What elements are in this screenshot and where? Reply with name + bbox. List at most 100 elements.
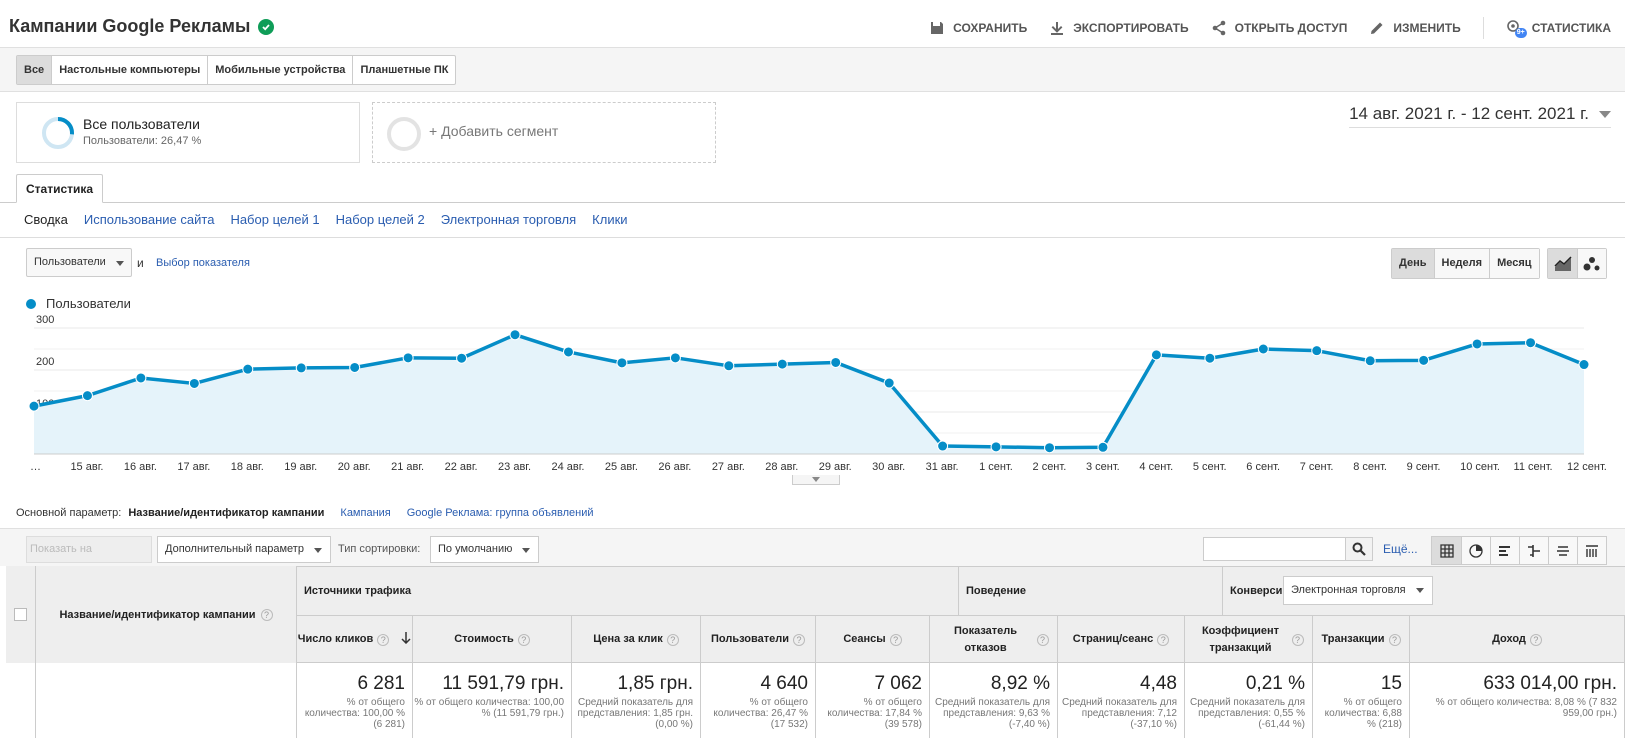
performance-view-button[interactable]	[1490, 537, 1519, 564]
sort-type-select[interactable]: По умолчанию	[430, 536, 539, 563]
legend-label: Пользователи	[46, 296, 131, 311]
select-metric-link[interactable]: Выбор показателя	[156, 257, 250, 269]
primary-dimension-ad-group[interactable]: Google Реклама: группа объявлений	[406, 507, 594, 519]
insights-button[interactable]: 9+ СТАТИСТИКА	[1506, 19, 1611, 38]
help-icon[interactable]: ?	[889, 633, 902, 646]
add-segment-button[interactable]: + Добавить сегмент	[372, 102, 716, 163]
select-all-checkbox[interactable]	[14, 608, 27, 621]
data-point[interactable]	[242, 363, 254, 375]
column-header-3[interactable]: Пользователи?	[701, 615, 816, 663]
data-point[interactable]	[135, 372, 147, 384]
period-week-button[interactable]: Неделя	[1433, 249, 1490, 278]
help-icon[interactable]: ?	[1291, 633, 1304, 646]
segment-card-all-users[interactable]: Все пользователи Пользователи: 26,47 %	[16, 102, 360, 163]
advanced-link[interactable]: Ещё...	[1383, 542, 1418, 556]
subnav-item-4[interactable]: Электронная торговля	[440, 212, 577, 227]
data-point[interactable]	[990, 441, 1002, 453]
dimension-column-header[interactable]: Название/идентификатор кампании ?	[36, 566, 297, 663]
data-view-button[interactable]	[1432, 537, 1461, 564]
primary-dimension-campaign[interactable]: Кампания	[340, 507, 391, 519]
motion-chart-view-button[interactable]	[1577, 249, 1606, 278]
device-tab-0[interactable]: Все	[17, 56, 52, 84]
data-point[interactable]	[669, 352, 681, 364]
data-point[interactable]	[1097, 441, 1109, 453]
help-icon[interactable]: ?	[377, 633, 390, 646]
help-icon[interactable]: ?	[793, 633, 805, 646]
table-search-input[interactable]	[1203, 537, 1346, 561]
conversions-goal-select[interactable]: Электронная торговля	[1283, 576, 1433, 605]
data-point[interactable]	[1525, 337, 1537, 349]
metric-select[interactable]: Пользователи	[26, 248, 132, 277]
collapse-chart-button[interactable]	[792, 475, 840, 485]
device-tab-1[interactable]: Настольные компьютеры	[51, 56, 207, 84]
data-point[interactable]	[188, 377, 200, 389]
column-header-0[interactable]: Число кликов?	[297, 615, 413, 663]
column-header-5[interactable]: Показатель отказов?	[930, 615, 1058, 663]
device-tab-2[interactable]: Мобильные устройства	[207, 56, 352, 84]
subnav-item-2[interactable]: Набор целей 1	[230, 212, 320, 227]
help-icon[interactable]: ?	[1157, 633, 1170, 646]
pivot-view-button[interactable]	[1577, 537, 1606, 564]
data-point[interactable]	[937, 440, 949, 452]
subnav-item-1[interactable]: Использование сайта	[83, 212, 215, 227]
data-point[interactable]	[776, 358, 788, 370]
sort-arrow-down-icon	[401, 632, 411, 647]
comparison-view-button[interactable]	[1519, 537, 1548, 564]
data-point[interactable]	[1044, 442, 1056, 454]
data-point[interactable]	[349, 361, 361, 373]
help-icon[interactable]: ?	[666, 633, 679, 646]
column-header-1[interactable]: Стоимость?	[413, 615, 572, 663]
date-range-picker[interactable]: 14 авг. 2021 г. - 12 сент. 2021 г.	[1349, 104, 1611, 128]
secondary-dimension-select[interactable]: Дополнительный параметр	[157, 536, 331, 563]
subnav-item-0[interactable]: Сводка	[24, 212, 68, 227]
column-header-9[interactable]: Доход?	[1410, 615, 1625, 663]
column-header-7[interactable]: Коэффициент транзакций?	[1185, 615, 1313, 663]
column-header-8[interactable]: Транзакции?	[1313, 615, 1410, 663]
share-button[interactable]: ОТКРЫТЬ ДОСТУП	[1211, 20, 1347, 36]
data-point[interactable]	[81, 390, 93, 402]
data-point[interactable]	[1364, 355, 1376, 367]
period-month-button[interactable]: Месяц	[1489, 249, 1539, 278]
data-point[interactable]	[1257, 343, 1269, 355]
save-button[interactable]: СОХРАНИТЬ	[929, 20, 1027, 36]
help-icon[interactable]: ?	[1388, 633, 1401, 646]
data-point[interactable]	[562, 346, 574, 358]
search-button[interactable]	[1345, 537, 1373, 561]
data-point[interactable]	[830, 356, 842, 368]
help-icon[interactable]: ?	[260, 608, 273, 621]
data-point[interactable]	[1150, 349, 1162, 361]
data-point[interactable]	[456, 352, 468, 364]
export-button[interactable]: ЭКСПОРТИРОВАТЬ	[1049, 20, 1189, 36]
data-point[interactable]	[295, 362, 307, 374]
line-chart-view-button[interactable]	[1548, 249, 1577, 278]
data-point[interactable]	[28, 400, 40, 412]
data-point[interactable]	[1418, 354, 1430, 366]
period-day-button[interactable]: День	[1392, 249, 1434, 278]
help-icon[interactable]: ?	[1529, 633, 1542, 646]
data-point[interactable]	[402, 352, 414, 364]
data-point[interactable]	[1204, 352, 1216, 364]
column-header-2[interactable]: Цена за клик?	[572, 615, 701, 663]
cloud-list-icon	[1557, 545, 1569, 556]
subnav-item-5[interactable]: Клики	[592, 212, 628, 227]
help-icon[interactable]: ?	[1036, 633, 1049, 646]
term-cloud-view-button[interactable]	[1548, 537, 1577, 564]
subnav-item-3[interactable]: Набор целей 2	[335, 212, 425, 227]
chart-legend: Пользователи	[26, 296, 131, 311]
data-point[interactable]	[883, 377, 895, 389]
plot-rows-button[interactable]: Показать на диаграмме	[26, 536, 152, 580]
tab-statistics[interactable]: Статистика	[16, 174, 104, 203]
data-point[interactable]	[1311, 345, 1323, 357]
device-tab-3[interactable]: Планшетные ПК	[352, 56, 455, 84]
segment-title: Все пользователи	[83, 116, 200, 132]
data-point[interactable]	[616, 357, 628, 369]
column-header-4[interactable]: Сеансы?	[816, 615, 930, 663]
column-header-6[interactable]: Страниц/сеанс?	[1058, 615, 1185, 663]
edit-button[interactable]: ИЗМЕНИТЬ	[1369, 20, 1461, 36]
data-point[interactable]	[723, 360, 735, 372]
data-point[interactable]	[1471, 338, 1483, 350]
data-point[interactable]	[1578, 359, 1590, 371]
data-point[interactable]	[509, 329, 521, 341]
help-icon[interactable]: ?	[517, 633, 530, 646]
percentage-view-button[interactable]	[1461, 537, 1490, 564]
